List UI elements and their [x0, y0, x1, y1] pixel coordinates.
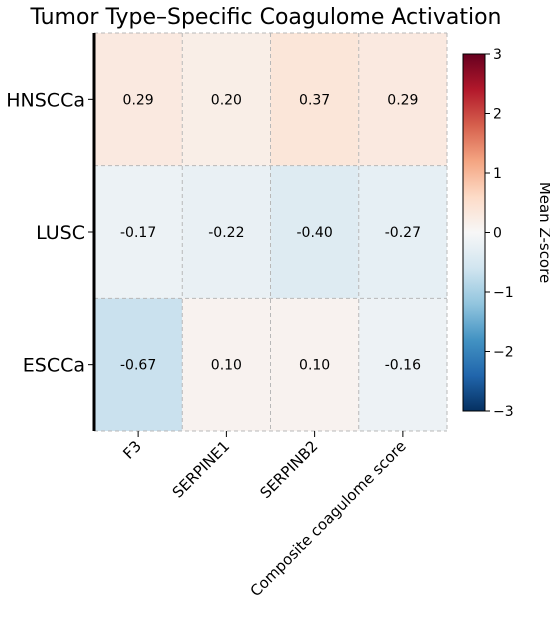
cell-value-label: 0.10 [211, 358, 242, 374]
cell-value-label: -0.40 [297, 225, 333, 241]
heatmap-cell [182, 33, 271, 166]
row-label: HNSCCa [6, 89, 85, 111]
cell-value-label: 0.10 [299, 358, 330, 374]
colorbar-tick-label: −1 [493, 285, 514, 301]
column-label: SERPINB2 [256, 437, 321, 502]
heatmap-cell [182, 165, 271, 299]
heatmap-cell [94, 298, 183, 431]
cell-value-label: -0.17 [120, 225, 156, 241]
heatmap-cell [270, 33, 359, 166]
colorbar-tick-label: 3 [493, 47, 502, 63]
colorbar-tick-label: −3 [493, 404, 514, 420]
cell-value-label: 0.37 [299, 92, 330, 108]
heatmap-cell [358, 298, 447, 431]
colorbar-tick-label: 0 [493, 226, 502, 242]
colorbar-gradient [462, 53, 486, 412]
cell-value-label: -0.67 [120, 358, 156, 374]
cell-value-label: -0.27 [385, 225, 421, 241]
colorbar-tick-label: 1 [493, 166, 502, 182]
row-label: ESCCa [23, 355, 85, 377]
cell-value-label: -0.22 [208, 225, 244, 241]
heatmap-cell [94, 33, 183, 166]
row-labels: HNSCCa LUSC ESCCa [6, 89, 94, 377]
cell-value-label: -0.16 [385, 358, 421, 374]
heatmap-cell [358, 165, 447, 299]
column-label: Composite coagulome score [247, 437, 410, 600]
heatmap-cell [182, 298, 271, 431]
heatmap-grid [94, 32, 448, 432]
chart-title: Tumor Type–Specific Coagulome Activation [29, 5, 501, 30]
heatmap-cells [94, 33, 447, 431]
colorbar-tick-label: 2 [493, 107, 502, 123]
column-label: SERPINE1 [169, 437, 233, 501]
cell-value-label: 0.20 [211, 92, 242, 108]
cell-value-label: 0.29 [387, 92, 418, 108]
cell-value-label: 0.29 [123, 92, 154, 108]
heatmap-cell [270, 298, 359, 431]
heatmap-cell-labels: 0.29 0.20 0.37 0.29 -0.17 -0.22 -0.40 -0.27 -0.6… [120, 92, 421, 373]
heatmap-cell [270, 165, 359, 299]
colorbar-label: Mean Z-score [536, 182, 550, 283]
heatmap-cell [94, 165, 183, 299]
colorbar-tick-label: −2 [493, 345, 514, 361]
row-label: LUSC [36, 222, 85, 244]
heatmap-cell [358, 33, 447, 166]
column-label: F3 [119, 437, 145, 463]
colorbar: −3 −2 −1 0 1 2 3 Mean Z-score [462, 47, 550, 420]
